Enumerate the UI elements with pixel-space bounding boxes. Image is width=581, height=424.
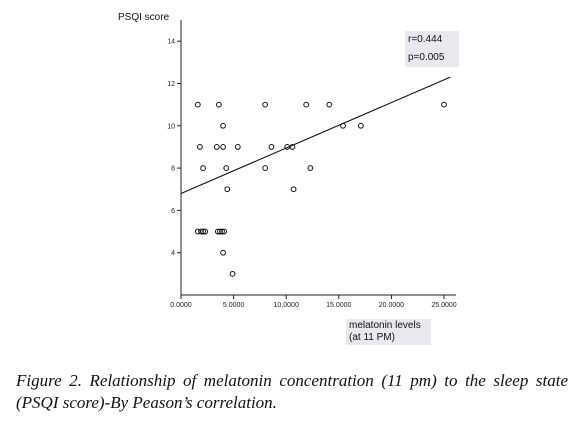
data-point bbox=[340, 122, 346, 129]
x-tick-label: 10.0000 bbox=[274, 302, 299, 309]
x-axis-label-line-2: (at 11 PM) bbox=[349, 332, 395, 343]
data-point bbox=[307, 165, 314, 171]
data-point bbox=[200, 165, 206, 171]
data-point bbox=[224, 186, 231, 193]
data-point bbox=[221, 228, 228, 235]
y-tick-label: 10 bbox=[167, 123, 175, 130]
x-tick-label: 5.0000 bbox=[223, 302, 245, 309]
y-tick-label: 14 bbox=[167, 39, 175, 46]
x-tick-label: 20.0000 bbox=[379, 302, 404, 309]
x-tick-label: 0.0000 bbox=[170, 302, 192, 309]
scatter-plot: 4 6 8 10 12 14 0.0000 5.0000 10.0000 15.0000 20.0… bbox=[167, 20, 457, 309]
data-point bbox=[198, 228, 204, 235]
x-axis-ticks: 0.0000 5.0000 10.0000 15.0000 20.0000 25.0000 bbox=[170, 295, 457, 309]
axes bbox=[180, 20, 456, 296]
r-value: r=0.444 bbox=[408, 34, 443, 45]
data-point bbox=[200, 228, 206, 235]
x-axis-label-line-1: melatonin levels bbox=[349, 320, 421, 331]
data-point bbox=[303, 101, 310, 108]
fit-line bbox=[180, 76, 451, 194]
y-tick-label: 12 bbox=[167, 81, 175, 88]
data-point bbox=[290, 186, 297, 193]
data-point bbox=[262, 101, 269, 108]
x-tick-label: 15.0000 bbox=[326, 302, 351, 309]
data-point bbox=[326, 101, 333, 108]
y-tick-label: 4 bbox=[171, 250, 175, 257]
data-point bbox=[441, 101, 447, 108]
data-point bbox=[197, 144, 203, 150]
data-point bbox=[268, 144, 275, 150]
y-axis-ticks: 4 6 8 10 12 14 bbox=[167, 39, 181, 257]
data-point bbox=[234, 144, 241, 150]
y-axis-label: PSQI score bbox=[118, 12, 170, 23]
data-point bbox=[215, 101, 222, 108]
data-point bbox=[229, 270, 236, 277]
data-point bbox=[223, 165, 230, 171]
data-point bbox=[262, 165, 269, 171]
data-point bbox=[289, 144, 296, 150]
data-point bbox=[220, 144, 226, 150]
p-value: p=0.005 bbox=[408, 52, 445, 63]
data-point bbox=[214, 228, 221, 235]
data-point bbox=[217, 228, 223, 235]
data-point bbox=[357, 122, 364, 129]
x-tick-label: 25.0000 bbox=[431, 302, 456, 309]
data-point bbox=[220, 122, 226, 129]
data-point bbox=[220, 249, 226, 256]
data-point bbox=[213, 144, 220, 150]
data-points bbox=[194, 101, 447, 277]
data-point bbox=[194, 101, 201, 108]
y-tick-label: 8 bbox=[171, 166, 175, 173]
regression-line bbox=[180, 76, 451, 194]
x-axis-label: melatonin levels (at 11 PM) bbox=[346, 319, 431, 345]
correlation-stats: r=0.444 p=0.005 bbox=[405, 31, 459, 67]
figure-caption: Figure 2. Relationship of melatonin conc… bbox=[16, 371, 568, 412]
data-point bbox=[219, 228, 225, 235]
data-point bbox=[202, 228, 209, 235]
y-tick-label: 6 bbox=[171, 208, 175, 215]
